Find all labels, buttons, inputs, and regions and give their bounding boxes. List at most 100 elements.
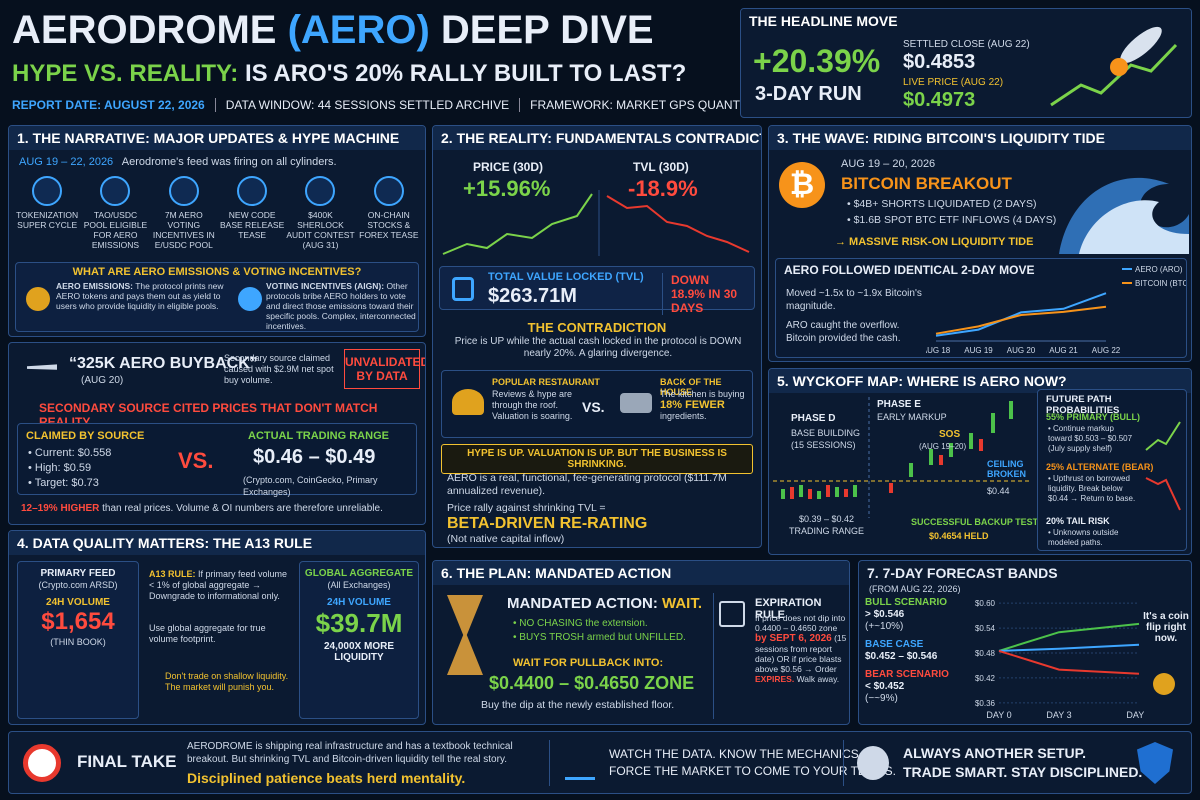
y-tick-label: $0.60 — [975, 599, 996, 608]
claimed-item: • Current: $0.558 — [28, 447, 112, 459]
plan-bullet: • BUYS TROSH armed but UNFILLED. — [513, 632, 686, 643]
wyckoff-illustration — [773, 397, 1029, 518]
primary-box: PRIMARY FEED (Crypto.com ARSD) 24H VOLUM… — [17, 561, 139, 719]
claimed-item: • Target: $0.73 — [28, 477, 99, 489]
global-volume: $39.7M — [315, 608, 403, 638]
scenario-title: BEAR SCENARIO — [865, 669, 949, 680]
series-line — [998, 643, 1140, 652]
item-label: TAO/USDC POOL ELIGIBLE FOR AERO EMISSION… — [83, 210, 148, 250]
rule-note: Use global aggregate for true volume foo… — [149, 623, 266, 644]
chart-note: Bitcoin provided the cash. — [786, 333, 901, 344]
y-tick-label: $0.42 — [975, 674, 996, 683]
claimed-item: • High: $0.59 — [28, 462, 92, 474]
chart-title: AERO FOLLOWED IDENTICAL 2-DAY MOVE — [784, 263, 1035, 277]
footer-text: AERODROME is shipping real infrastructur… — [187, 741, 513, 765]
narrative-item: TAO/USDC POOL ELIGIBLE FOR AERO EMISSION… — [81, 176, 149, 250]
buyback-panel: “325K AERO BUYBACK” (AUG 20) Secondary s… — [8, 342, 426, 525]
y-tick-label: $0.48 — [975, 649, 996, 658]
meta-item: DATA WINDOW: 44 SESSIONS SETTLED ARCHIVE — [214, 98, 509, 112]
subtitle: HYPE VS. REALITY: IS ARO'S 20% RALLY BUI… — [12, 60, 686, 88]
actual-source: (Crypto.com, CoinGecko, Primary Exchange… — [243, 475, 378, 497]
x-tick-label: DAY 7 — [1126, 710, 1145, 720]
meta: REPORT DATE: AUGUST 22, 2026 DATA WINDOW… — [12, 98, 836, 112]
y-tick-label: $0.54 — [975, 624, 996, 633]
ceiling-price: $0.44 — [987, 486, 1010, 496]
vol-label: 24H VOLUME — [327, 597, 391, 608]
y-tick-label: $0.36 — [975, 699, 996, 708]
close-price: $0.4853 — [903, 51, 976, 73]
kitchen-title: BACK OF THE HOUSE — [660, 377, 722, 397]
chart-note: ARO caught the overflow. — [786, 320, 900, 331]
test-label: SUCCESSFUL BACKUP TEST — [911, 517, 1039, 527]
kitchen-highlight: 18% FEWER — [660, 399, 725, 411]
wave-bullet: • $1.6B SPOT BTC ETF INFLOWS (4 DAYS) — [847, 214, 1057, 226]
phase-sub: EARLY MARKUP — [877, 412, 947, 422]
narrative-date: AUG 19 – 22, 2026 — [19, 156, 114, 168]
panel-title: 2. THE REALITY: FUNDAMENTALS CONTRADICT … — [433, 126, 761, 150]
emissions-box: WHAT ARE AERO EMISSIONS & VOTING INCENTI… — [15, 262, 419, 332]
narrative-items: TOKENIZATION SUPER CYCLE TAO/USDC POOL E… — [13, 176, 423, 250]
contradiction-text: Price is UP while the actual cash locked… — [454, 336, 742, 359]
kitchen-text: The kitchen is buying — [660, 389, 745, 399]
meta-item: REPORT DATE: AUGUST 22, 2026 — [12, 98, 205, 112]
item-label: NEW CODE BASE RELEASE TEASE — [220, 210, 285, 240]
scenario-value: > $0.546 — [865, 609, 905, 620]
actual-title: ACTUAL TRADING RANGE — [248, 430, 389, 442]
rally-text: Price rally against shrinking TVL = — [447, 502, 606, 514]
close-label: SETTLED CLOSE (AUG 22) — [903, 39, 1030, 50]
subtitle-lead: HYPE VS. REALITY: — [12, 60, 239, 87]
wave-date: AUG 19 – 20, 2026 — [841, 158, 936, 170]
emissions-label: AERO EMISSIONS: — [56, 281, 133, 291]
narrative-item: $400K SHERLOCK AUDIT CONTEST (AUG 31) — [286, 176, 355, 250]
x-tick-label: AUG 18 — [926, 346, 951, 355]
shield-icon — [1137, 742, 1173, 784]
exp-text: If price does not dip into 0.4400 – 0.46… — [755, 613, 846, 633]
future-title: FUTURE PATH PROBABILITIES — [1046, 394, 1120, 416]
rocket-illustration — [1050, 26, 1178, 107]
item-label: ON-CHAIN STOCKS & FOREX TEASE — [359, 210, 419, 240]
calendar-icon — [719, 601, 745, 627]
scenario-pct: (−~9%) — [865, 693, 898, 704]
tvl-title: TOTAL VALUE LOCKED (TVL) — [488, 271, 644, 283]
hourglass-icon — [447, 595, 483, 675]
tvl-down: DOWN 18.9% IN 30 DAYS — [662, 273, 746, 315]
exp-date: by SEPT 6, 2026 — [755, 633, 832, 644]
divider — [843, 740, 844, 786]
footer: FINAL TAKE AERODROME is shipping real in… — [8, 731, 1192, 794]
narrative-item: 7M AERO VOTING INCENTIVES IN E/USDC POOL — [150, 176, 218, 250]
panel-title: THE HEADLINE MOVE — [741, 9, 1191, 33]
subtitle-text: IS ARO'S 20% RALLY BUILT TO LAST? — [244, 60, 687, 87]
wait-label: WAIT FOR PULLBACK INTO: — [513, 657, 664, 669]
divider — [713, 593, 714, 719]
narrative-intro: Aerodrome's feed was firing on all cylin… — [121, 156, 337, 168]
lock-icon — [452, 277, 474, 301]
forecast-chart: DAY 0 DAY 3 DAY 7 $0.36 $0.42 $0.48 $0.54 $0.60 — [975, 599, 1145, 720]
footer-line: WATCH THE DATA. KNOW THE MECHANICS. — [609, 747, 863, 761]
item-label: TOKENIZATION SUPER CYCLE — [16, 210, 79, 230]
exp-text: (15 sessions from report date) OR if pri… — [755, 633, 847, 674]
bitcoin-icon: ₿ — [779, 162, 825, 208]
tvl-label: TVL (30D) — [633, 160, 689, 174]
narrative-item: NEW CODE BASE RELEASE TEASE — [218, 176, 286, 250]
title-text: AERODROME — [12, 8, 277, 52]
panel-title: 6. THE PLAN: MANDATED ACTION — [433, 561, 849, 585]
sos-label: SOS — [939, 429, 961, 440]
claimed-title: CLAIMED BY SOURCE — [26, 430, 145, 442]
scenario-title: BASE CASE — [865, 639, 924, 650]
title: AERODROME (AERO) DEEP DIVE — [12, 8, 654, 53]
legend-label: BITCOIN (BTC) — [1135, 279, 1186, 288]
panel-title: 4. DATA QUALITY MATTERS: THE A13 RULE — [9, 531, 425, 555]
verdict: HYPE IS UP. VALUATION IS UP. BUT THE BUS… — [441, 444, 753, 474]
rule-warning: Don't trade on shallow liquidity. The ma… — [165, 671, 289, 692]
vote-icon — [238, 287, 262, 311]
primary-title: PRIMARY FEED — [40, 568, 116, 579]
headline-panel: THE HEADLINE MOVE +20.39% 3-DAY RUN SETT… — [740, 8, 1192, 118]
sparklines — [442, 190, 750, 256]
x-tick-label: AUG 20 — [1007, 346, 1036, 355]
pot-icon — [620, 393, 652, 413]
series-line — [935, 305, 1107, 335]
vs-label: VS. — [178, 448, 214, 473]
bars-icon — [565, 746, 595, 780]
vs-label: VS. — [582, 399, 605, 415]
footer-punch: Disciplined patience beats herd mentalit… — [187, 770, 466, 786]
